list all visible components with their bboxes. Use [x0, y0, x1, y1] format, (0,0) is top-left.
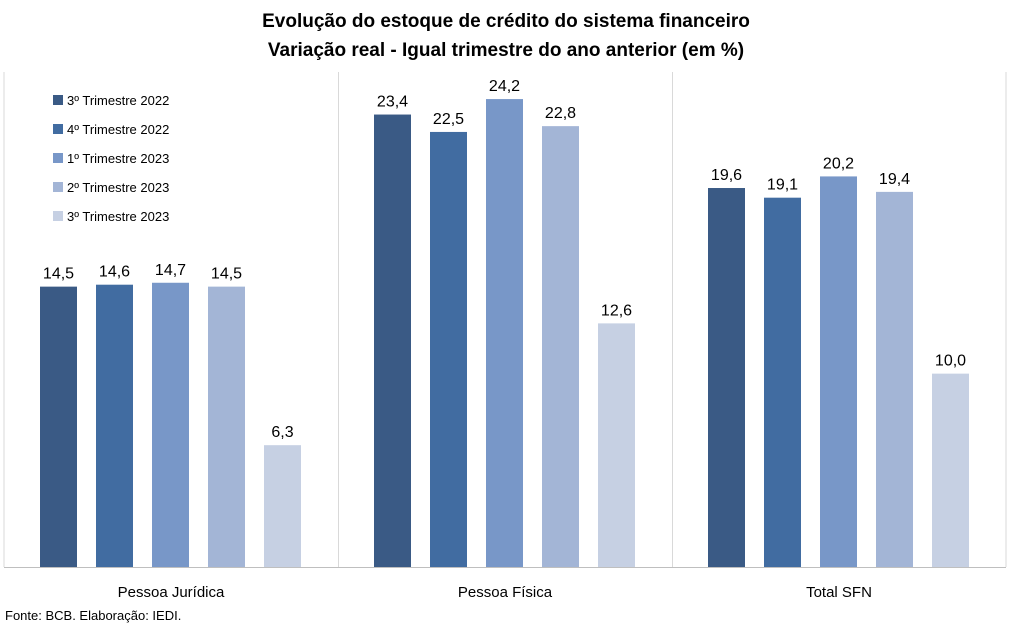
data-label: 22,5 — [433, 111, 464, 128]
data-label: 10,0 — [935, 353, 966, 370]
data-label: 14,7 — [155, 262, 186, 279]
data-label: 24,2 — [489, 78, 520, 95]
legend-swatch — [53, 124, 63, 134]
data-label: 14,5 — [211, 266, 242, 283]
legend-label: 4º Trimestre 2022 — [67, 122, 169, 137]
legend-label: 3º Trimestre 2023 — [67, 209, 169, 224]
bar — [764, 197, 801, 567]
legend-swatch — [53, 95, 63, 105]
chart-title: Evolução do estoque de crédito do sistem… — [262, 11, 750, 32]
data-label: 12,6 — [601, 302, 632, 319]
bar — [96, 284, 133, 567]
legend-swatch — [53, 153, 63, 163]
bar — [708, 188, 745, 567]
chart-subtitle: Variação real - Igual trimestre do ano a… — [267, 40, 745, 61]
bar — [876, 191, 913, 567]
legend-label: 3º Trimestre 2022 — [67, 93, 169, 108]
data-label: 23,4 — [377, 94, 408, 111]
bar — [264, 445, 301, 567]
legend-label: 1º Trimestre 2023 — [67, 151, 169, 166]
bar — [152, 282, 189, 567]
x-tick-label: Total SFN — [806, 584, 872, 601]
bar — [208, 286, 245, 567]
x-tick-label: Pessoa Física — [458, 584, 553, 601]
data-label: 6,3 — [271, 424, 293, 441]
legend-swatch — [53, 182, 63, 192]
bar — [430, 131, 467, 567]
data-label: 19,1 — [767, 177, 798, 194]
data-label: 19,6 — [711, 167, 742, 184]
bar — [40, 286, 77, 567]
bar — [598, 323, 635, 567]
data-label: 22,8 — [545, 105, 576, 122]
bar — [820, 176, 857, 567]
data-label: 14,6 — [99, 264, 130, 281]
legend-swatch — [53, 211, 63, 221]
data-label: 20,2 — [823, 155, 854, 172]
data-label: 19,4 — [879, 171, 910, 188]
source-note: Fonte: BCB. Elaboração: IEDI. — [5, 608, 182, 623]
bar — [486, 99, 523, 567]
data-label: 14,5 — [43, 266, 74, 283]
bar — [374, 114, 411, 567]
x-tick-label: Pessoa Jurídica — [118, 584, 225, 601]
legend-label: 2º Trimestre 2023 — [67, 180, 169, 195]
bar — [932, 373, 969, 567]
bar — [542, 126, 579, 567]
